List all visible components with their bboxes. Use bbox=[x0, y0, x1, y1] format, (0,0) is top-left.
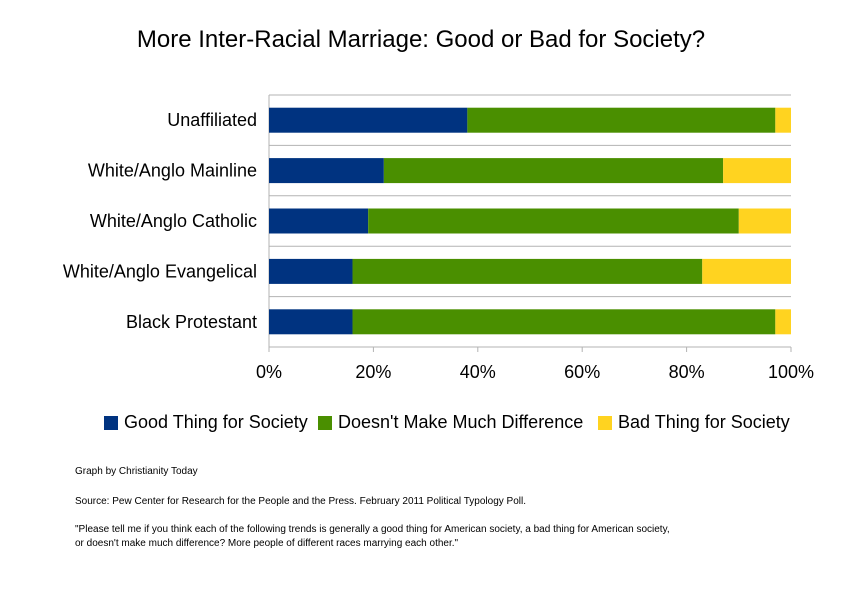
bar-segment-no-difference bbox=[368, 208, 739, 234]
legend-label: Good Thing for Society bbox=[124, 412, 308, 432]
bar-segment-no-difference bbox=[467, 107, 776, 133]
x-tick-label: 40% bbox=[460, 362, 496, 382]
bar-segment-bad bbox=[702, 258, 791, 284]
x-tick-label: 60% bbox=[564, 362, 600, 382]
bar-segment-bad bbox=[775, 309, 791, 335]
chart-title: More Inter-Racial Marriage: Good or Bad … bbox=[136, 26, 706, 53]
chart-plot: Unaffiliated White/Anglo Mainline White/An… bbox=[63, 94, 814, 382]
legend-item: Bad Thing for Society bbox=[598, 412, 790, 433]
category-label: Unaffiliated bbox=[167, 110, 257, 130]
question-note-line-2: or doesn't make much difference? More pe… bbox=[75, 538, 459, 549]
category-labels: Unaffiliated White/Anglo Mainline White/An… bbox=[63, 110, 257, 332]
legend-swatch bbox=[598, 415, 612, 430]
question-note-line-1: "Please tell me if you think each of the… bbox=[75, 524, 670, 535]
bar-segment-good bbox=[269, 309, 353, 335]
legend-item: Doesn't Make Much Difference bbox=[318, 412, 583, 433]
legend-label: Doesn't Make Much Difference bbox=[338, 412, 584, 432]
x-tick-label: 100% bbox=[768, 362, 814, 382]
bars bbox=[269, 107, 791, 335]
category-label: White/Anglo Catholic bbox=[90, 211, 257, 231]
category-label: White/Anglo Mainline bbox=[88, 161, 257, 181]
bar-segment-no-difference bbox=[383, 158, 724, 184]
legend-swatch bbox=[318, 415, 332, 430]
bar-segment-bad bbox=[738, 208, 791, 234]
bar-segment-good bbox=[269, 208, 369, 234]
x-tick-label: 80% bbox=[669, 362, 705, 382]
gridlines bbox=[268, 94, 792, 352]
x-tick-label: 0% bbox=[256, 362, 282, 382]
legend-item: Good Thing for Society bbox=[104, 412, 308, 433]
bar-segment-no-difference bbox=[352, 309, 776, 335]
source-note: Source: Pew Center for Research for the … bbox=[75, 496, 526, 507]
legend-label: Bad Thing for Society bbox=[618, 412, 790, 432]
bar-segment-bad bbox=[723, 158, 791, 184]
bar-segment-good bbox=[269, 107, 468, 133]
x-tick-label: 20% bbox=[355, 362, 391, 382]
bar-segment-no-difference bbox=[352, 258, 703, 284]
category-label: Black Protestant bbox=[126, 312, 257, 332]
x-tick-labels: 0% 20% 40% 60% 80% 100% bbox=[256, 362, 814, 382]
legend-swatch bbox=[104, 415, 118, 430]
bar-segment-bad bbox=[775, 107, 791, 133]
bar-segment-good bbox=[269, 158, 384, 184]
bar-segment-good bbox=[269, 258, 353, 284]
credit-note: Graph by Christianity Today bbox=[75, 466, 198, 477]
category-label: White/Anglo Evangelical bbox=[63, 261, 257, 281]
